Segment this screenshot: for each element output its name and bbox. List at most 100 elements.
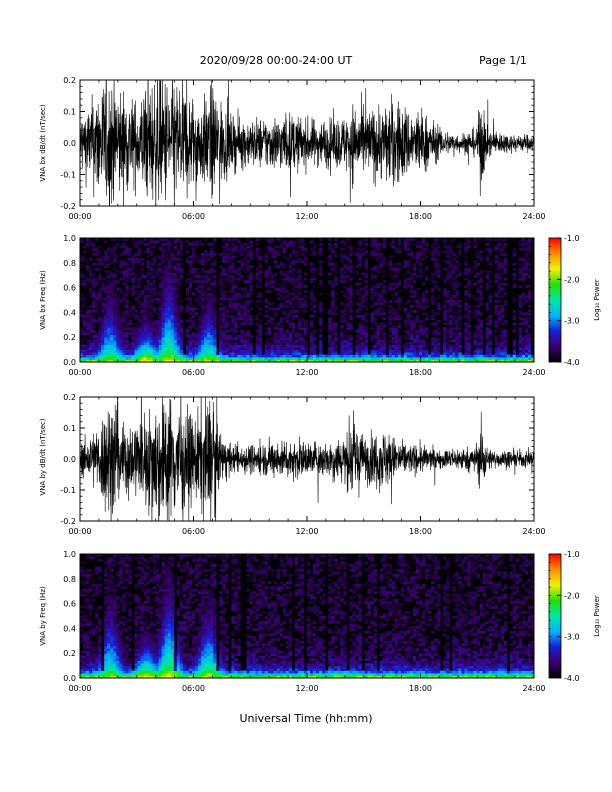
y-tick-label: 0.1 [63, 108, 76, 117]
spectrogram-cell [443, 295, 447, 298]
spectrogram-cell [140, 352, 144, 355]
spectrogram-cell [288, 342, 293, 346]
spectrogram-cell [443, 337, 447, 341]
spectrogram-cell [388, 309, 393, 313]
spectrogram-cell [195, 329, 199, 333]
spectrogram-cell [95, 670, 99, 674]
spectrogram-cell [291, 314, 296, 318]
spectrogram-cell [80, 260, 84, 264]
spectrogram-cell [267, 280, 272, 284]
spectrogram-cell [116, 307, 120, 311]
spectrogram-cell [219, 359, 223, 363]
spectrogram-cell [140, 347, 144, 350]
spectrogram-cell [207, 307, 211, 311]
spectrogram-cell [494, 255, 499, 259]
spectrogram-cell [83, 648, 87, 652]
spectrogram-cell [488, 250, 493, 254]
spectrogram-cell [328, 312, 332, 316]
spectrogram-cell [131, 290, 135, 293]
spectrogram-cell [249, 322, 253, 326]
spectrogram-cell [403, 347, 408, 350]
spectrogram-cell [113, 304, 117, 308]
spectrogram-cell [98, 638, 102, 642]
spectrogram-cell [346, 275, 350, 279]
spectrogram-cell [98, 583, 102, 587]
spectrogram-cell [89, 359, 93, 363]
spectrogram-cell [358, 252, 362, 256]
spectrogram-cell [431, 250, 435, 254]
spectrogram-cell [285, 329, 290, 333]
spectrogram-cell [455, 352, 459, 355]
spectrogram-cell [388, 357, 393, 360]
bx-waveform-panel: VNA bx dB/dt (nT/sec) 00:00 06:00 12:00 18:… [39, 76, 546, 221]
spectrogram-cell [125, 292, 129, 296]
spectrogram-cell [185, 272, 190, 276]
spectrogram-cell [158, 342, 163, 346]
spectrogram-cell [403, 260, 408, 264]
spectrogram-cell [176, 292, 181, 296]
spectrogram-cell [358, 282, 362, 286]
spectrogram-cell [258, 257, 262, 261]
spectrogram-cell [452, 327, 456, 331]
spectrogram-cell [101, 658, 105, 662]
spectrogram-cell [500, 344, 505, 348]
spectrogram-cell [376, 242, 381, 246]
spectrogram-cell [122, 342, 126, 346]
spectrogram-cell [143, 329, 147, 333]
spectrogram-cell [110, 275, 114, 279]
spectrogram-cell [291, 287, 296, 291]
spectrogram-cell [340, 347, 344, 350]
spectrogram-cell [231, 250, 235, 254]
spectrogram-cell [452, 352, 456, 355]
spectrogram-cell [80, 653, 84, 657]
spectrogram-cell [104, 317, 108, 321]
spectrogram-cell [524, 255, 529, 259]
spectrogram-cell [152, 327, 157, 331]
spectrogram-cell [270, 302, 275, 306]
spectrogram-cell [291, 272, 296, 276]
spectrogram-cell [80, 352, 84, 355]
spectrogram-cell [485, 238, 489, 241]
spectrogram-cell [134, 290, 138, 293]
spectrogram-cell [104, 640, 108, 644]
spectrogram-cell [267, 267, 272, 271]
spectrogram-cell [86, 349, 90, 353]
spectrogram-cell [167, 290, 172, 293]
spectrogram-cell [388, 242, 393, 246]
spectrogram-cell [95, 554, 99, 557]
spectrogram-cell [201, 327, 205, 331]
spectrogram-cell [107, 334, 111, 338]
spectrogram-cell [397, 349, 402, 353]
spectrogram-cell [89, 339, 93, 343]
spectrogram-cell [443, 347, 447, 350]
spectrogram-cell [434, 260, 438, 264]
spectrogram-cell [434, 270, 438, 274]
spectrogram-cell [300, 247, 305, 251]
spectrogram-cell [406, 357, 411, 360]
spectrogram-cell [491, 354, 496, 358]
spectrogram-cell [458, 342, 462, 346]
spectrogram-cell [273, 250, 278, 254]
spectrogram-cell [164, 280, 169, 284]
spectrogram-cell [113, 312, 117, 316]
spectrogram-cell [98, 312, 102, 316]
spectrogram-cell [86, 352, 90, 355]
spectrogram-cell [149, 245, 154, 249]
spectrogram-cell [179, 344, 184, 348]
spectrogram-cell [282, 280, 287, 284]
spectrogram-cell [358, 327, 362, 331]
spectrogram-cell [134, 354, 138, 358]
spectrogram-cell [240, 357, 244, 360]
spectrogram-cell [176, 354, 181, 358]
spectrogram-cell [373, 349, 378, 353]
spectrogram-cell [422, 347, 426, 350]
spectrogram-cell [527, 352, 532, 355]
spectrogram-cell [92, 280, 96, 284]
spectrogram-cell [167, 285, 172, 288]
spectrogram-cell [488, 297, 493, 301]
spectrogram-cell [201, 275, 205, 279]
spectrogram-cell [164, 307, 169, 311]
spectrogram-cell [340, 357, 344, 360]
spectrogram-cell [210, 307, 214, 311]
spectrogram-cell [343, 262, 347, 266]
